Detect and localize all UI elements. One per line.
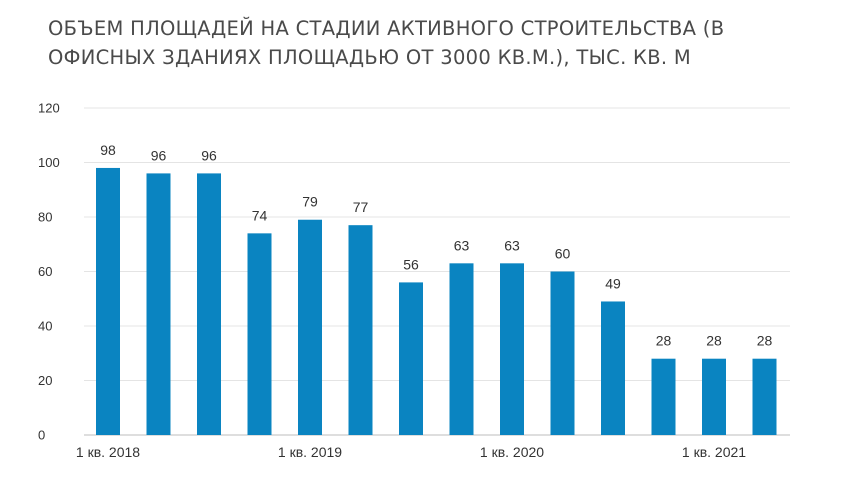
data-label: 96 [151,147,167,163]
data-labels: 98 96 96 74 79 77 56 63 63 60 49 28 28 28 [100,142,772,349]
chart-title-line-2: ОФИСНЫХ ЗДАНИЯХ ПЛОЩАДЬЮ ОТ 3000 КВ.М.),… [48,46,692,69]
data-label: 49 [605,275,621,291]
bar [96,167,120,435]
gridlines [84,107,790,436]
data-label: 98 [100,142,116,158]
x-tick-label: 1 кв. 2019 [278,444,342,460]
data-label: 56 [403,256,419,272]
bar [146,173,171,435]
data-label: 63 [454,237,470,253]
data-label: 63 [504,237,520,253]
y-tick-label: 20 [38,373,52,388]
bar [500,263,524,435]
y-tick-label: 40 [38,319,52,334]
data-label: 28 [757,333,773,349]
y-tick-label: 100 [38,155,60,170]
bar [550,271,575,435]
x-axis-ticks: 1 кв. 2018 1 кв. 2019 1 кв. 2020 1 кв. 2021 [76,444,746,460]
bar [247,233,272,435]
bar [449,263,474,435]
bar [399,282,423,435]
bar [197,173,221,435]
data-label: 28 [656,333,672,349]
bar [651,358,676,435]
bar [348,225,373,435]
data-label: 28 [706,333,722,349]
y-tick-label: 80 [38,210,52,225]
x-tick-label: 1 кв. 2021 [682,444,746,460]
y-tick-label: 120 [38,101,60,116]
chart-title-line-1: ОБЪЕМ ПЛОЩАДЕЙ НА СТАДИИ АКТИВНОГО СТРОИ… [48,17,725,40]
y-tick-label: 0 [38,428,45,443]
y-axis-ticks: 0 20 40 60 80 100 120 [38,101,60,443]
data-label: 74 [252,207,268,223]
bar [601,301,625,435]
x-tick-label: 1 кв. 2018 [76,444,140,460]
data-label: 77 [353,199,369,215]
bar [752,358,777,435]
data-label: 96 [201,147,217,163]
bar [298,219,322,435]
x-tick-label: 1 кв. 2020 [480,444,544,460]
data-label: 60 [555,246,571,262]
data-label: 79 [302,194,318,210]
y-tick-label: 60 [38,264,52,279]
bars [96,167,777,435]
bar [702,358,726,435]
chart-title: ОБЪЕМ ПЛОЩАДЕЙ НА СТАДИИ АКТИВНОГО СТРОИ… [48,14,828,72]
